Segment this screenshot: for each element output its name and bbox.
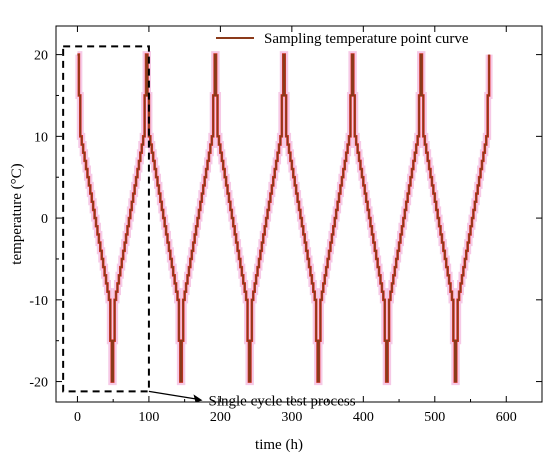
x-tick-label: 400 bbox=[353, 410, 374, 425]
legend-label: Sampling temperature point curve bbox=[264, 31, 469, 47]
x-tick-label: 300 bbox=[281, 410, 302, 425]
series-line bbox=[77, 53, 490, 383]
axis-ticks: 0 100 200 300 400 500 600 -20 -10 0 10 20 bbox=[29, 26, 542, 425]
plot-frame bbox=[55, 25, 543, 403]
y-tick-label: 0 bbox=[41, 212, 48, 227]
annotation-text: Single cycle test process bbox=[209, 393, 356, 409]
y-tick-label: 20 bbox=[34, 49, 48, 64]
x-tick-label: 100 bbox=[138, 410, 159, 425]
annotation-arrowhead bbox=[193, 394, 203, 403]
y-axis-label: temperature (°C) bbox=[9, 163, 25, 264]
x-tick-label: 200 bbox=[210, 410, 231, 425]
series-halo bbox=[75, 51, 493, 386]
x-tick-label: 600 bbox=[496, 410, 517, 425]
legend: Sampling temperature point curve bbox=[216, 31, 469, 47]
series-lines bbox=[77, 53, 491, 383]
annotation-arrow bbox=[148, 390, 199, 400]
annotation-dashed-box bbox=[62, 45, 150, 393]
y-tick-label: 10 bbox=[34, 130, 48, 145]
annotation: Single cycle test process bbox=[62, 45, 356, 409]
ghost-trace bbox=[75, 51, 493, 386]
y-tick-label: -10 bbox=[29, 294, 48, 309]
x-axis-label: time (h) bbox=[255, 437, 303, 453]
x-tick-label: 0 bbox=[74, 410, 81, 425]
y-tick-label: -20 bbox=[29, 376, 48, 391]
x-tick-label: 500 bbox=[424, 410, 445, 425]
